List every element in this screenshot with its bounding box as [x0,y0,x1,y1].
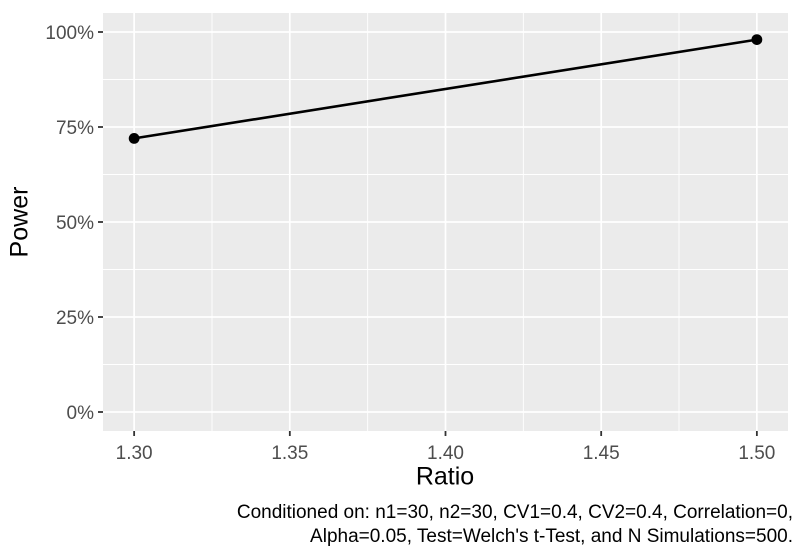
y-tick-label: 75% [56,118,94,139]
data-point [128,133,140,144]
data-point [751,34,763,45]
x-axis-title: Ratio [415,462,475,491]
power-line [132,38,759,140]
y-tick-label: 25% [56,308,94,329]
plot-caption: Conditioned on: n1=30, n2=30, CV1=0.4, C… [237,501,793,549]
x-tick-label: 1.40 [427,443,464,464]
x-tick-label: 1.35 [271,443,308,464]
caption-line-1: Conditioned on: n1=30, n2=30, CV1=0.4, C… [236,502,793,523]
y-tick-label: 100% [45,23,94,44]
x-tick-label: 1.45 [583,443,620,464]
y-tick-label: 50% [56,213,94,234]
x-tick-label: 1.30 [116,443,153,464]
y-axis-title: Power [5,186,34,258]
x-tick-label: 1.50 [738,443,775,464]
y-tick-label: 0% [67,403,95,424]
caption-line-2: Alpha=0.05, Test=Welch's t-Test, and N S… [310,526,793,547]
